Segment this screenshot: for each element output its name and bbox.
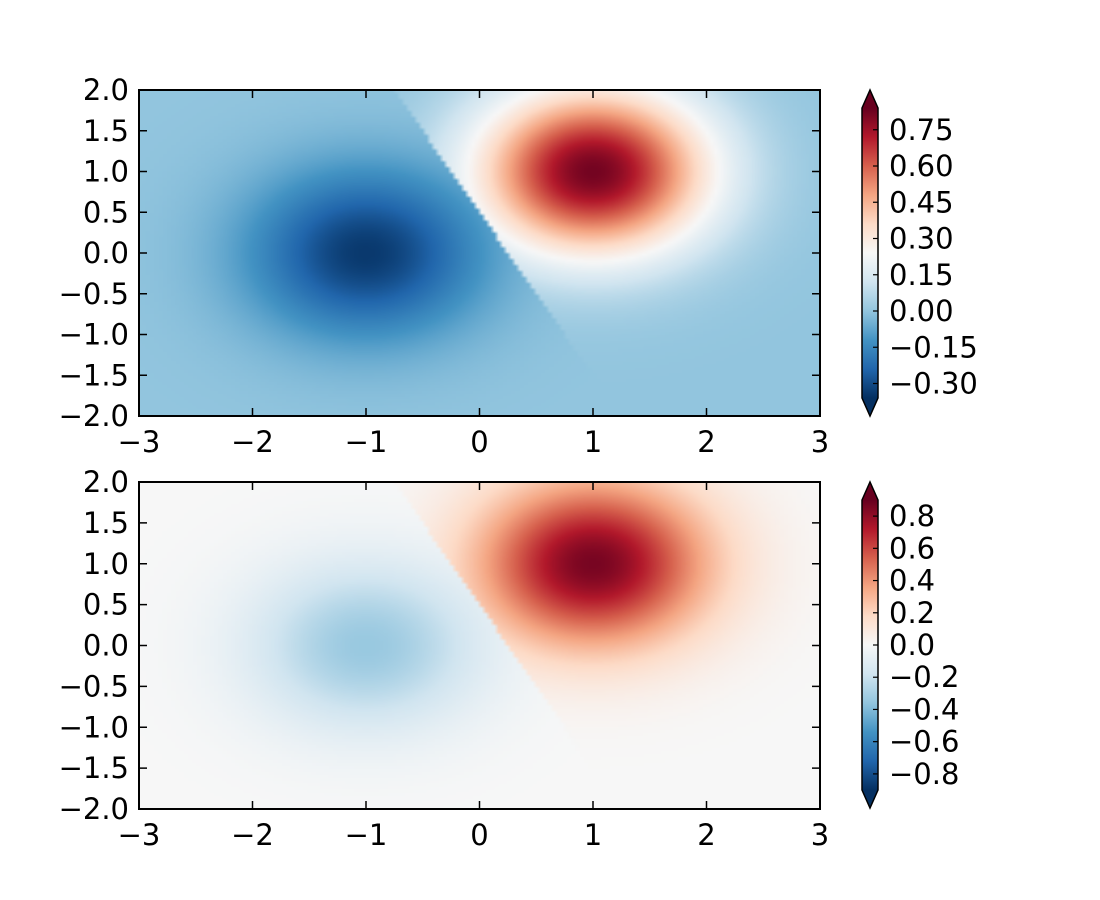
- colorbar-tick-label: 0.4: [889, 564, 935, 598]
- y-tick-label: −1.0: [59, 710, 129, 744]
- y-tick-label: 0.5: [83, 588, 129, 622]
- x-tick-label: −1: [345, 425, 388, 459]
- colorbar-extend-max: [862, 90, 878, 108]
- colorbar-tick-label: −0.4: [889, 692, 959, 726]
- y-tick-label: −2.0: [59, 792, 129, 826]
- colorbar-tick-label: −0.6: [889, 725, 959, 759]
- x-tick-label: −2: [231, 818, 274, 852]
- colorbar-tick-label: 0.00: [889, 294, 954, 328]
- colorbar-outline: [861, 88, 879, 418]
- y-tick-label: −2.0: [59, 399, 129, 433]
- y-tick-label: −1.5: [59, 358, 129, 392]
- y-tick-label: 0.5: [83, 195, 129, 229]
- y-tick-label: 0.0: [83, 629, 129, 663]
- y-tick-label: 1.0: [83, 155, 129, 189]
- subplot-1: −3 −2 −1 0 1 2 3 2.0 1.5 1.0 0.5 0.0 −0.5 −1.0 −1.5 −2.…: [59, 73, 978, 459]
- colorbar-tick-label: −0.2: [889, 660, 959, 694]
- x-tick-label: −2: [231, 425, 274, 459]
- y-tick-label: −0.5: [59, 277, 129, 311]
- subplot-2: −3 −2 −1 0 1 2 3 2.0 1.5 1.0 0.5 0.0 −0.5 −1.0 −1.5 −2.…: [59, 465, 960, 852]
- colorbar-extend-min: [862, 398, 878, 416]
- y-tick-label: 2.0: [83, 73, 129, 107]
- colorbar-gradient: [862, 500, 878, 790]
- y-tick-label: 0.0: [83, 236, 129, 270]
- colorbar: 0.80.60.40.20.0−0.2−0.4−0.6−0.8: [861, 480, 959, 810]
- colorbar-tick-label: 0.15: [889, 258, 954, 292]
- colorbar-tick-label: 0.2: [889, 596, 935, 630]
- colorbar-tick-label: 0.0: [889, 628, 935, 662]
- colorbar-tick-label: 0.45: [889, 185, 954, 219]
- colorbar: 0.750.600.450.300.150.00−0.15−0.30: [861, 88, 978, 418]
- colorbar-tick-label: −0.15: [889, 330, 978, 364]
- x-tick-label: 3: [811, 818, 829, 852]
- colorbar-tick-label: −0.30: [889, 367, 978, 401]
- x-tick-label: 0: [470, 818, 488, 852]
- x-tick-label: 2: [697, 818, 715, 852]
- colorbar-tick-label: 0.30: [889, 222, 954, 256]
- colorbar-tick-label: −0.8: [889, 757, 959, 791]
- y-tick-label: −0.5: [59, 669, 129, 703]
- colorbar-tick-label: 0.60: [889, 149, 954, 183]
- colorbar-extend-max: [862, 482, 878, 500]
- x-tick-label: −3: [118, 818, 161, 852]
- y-tick-label: 1.0: [83, 547, 129, 581]
- y-tick-label: −1.5: [59, 751, 129, 785]
- x-tick-label: 1: [584, 425, 602, 459]
- colorbar-tick-label: 0.6: [889, 531, 935, 565]
- y-tick-label: 1.5: [83, 506, 129, 540]
- y-tick-label: −1.0: [59, 318, 129, 352]
- heatmap-image: [139, 482, 820, 809]
- x-tick-label: 3: [811, 425, 829, 459]
- colorbar-tick-label: 0.75: [889, 113, 954, 147]
- y-tick-label: 1.5: [83, 114, 129, 148]
- y-tick-label: 2.0: [83, 465, 129, 499]
- x-tick-label: −1: [345, 818, 388, 852]
- colorbar-tick-label: 0.8: [889, 499, 935, 533]
- colorbar-outline: [861, 480, 879, 810]
- heatmap-image: [139, 90, 820, 416]
- x-tick-label: 2: [697, 425, 715, 459]
- x-tick-label: 0: [470, 425, 488, 459]
- colorbar-extend-min: [862, 790, 878, 808]
- colorbar-gradient: [862, 108, 878, 398]
- x-tick-label: −3: [118, 425, 161, 459]
- x-tick-label: 1: [584, 818, 602, 852]
